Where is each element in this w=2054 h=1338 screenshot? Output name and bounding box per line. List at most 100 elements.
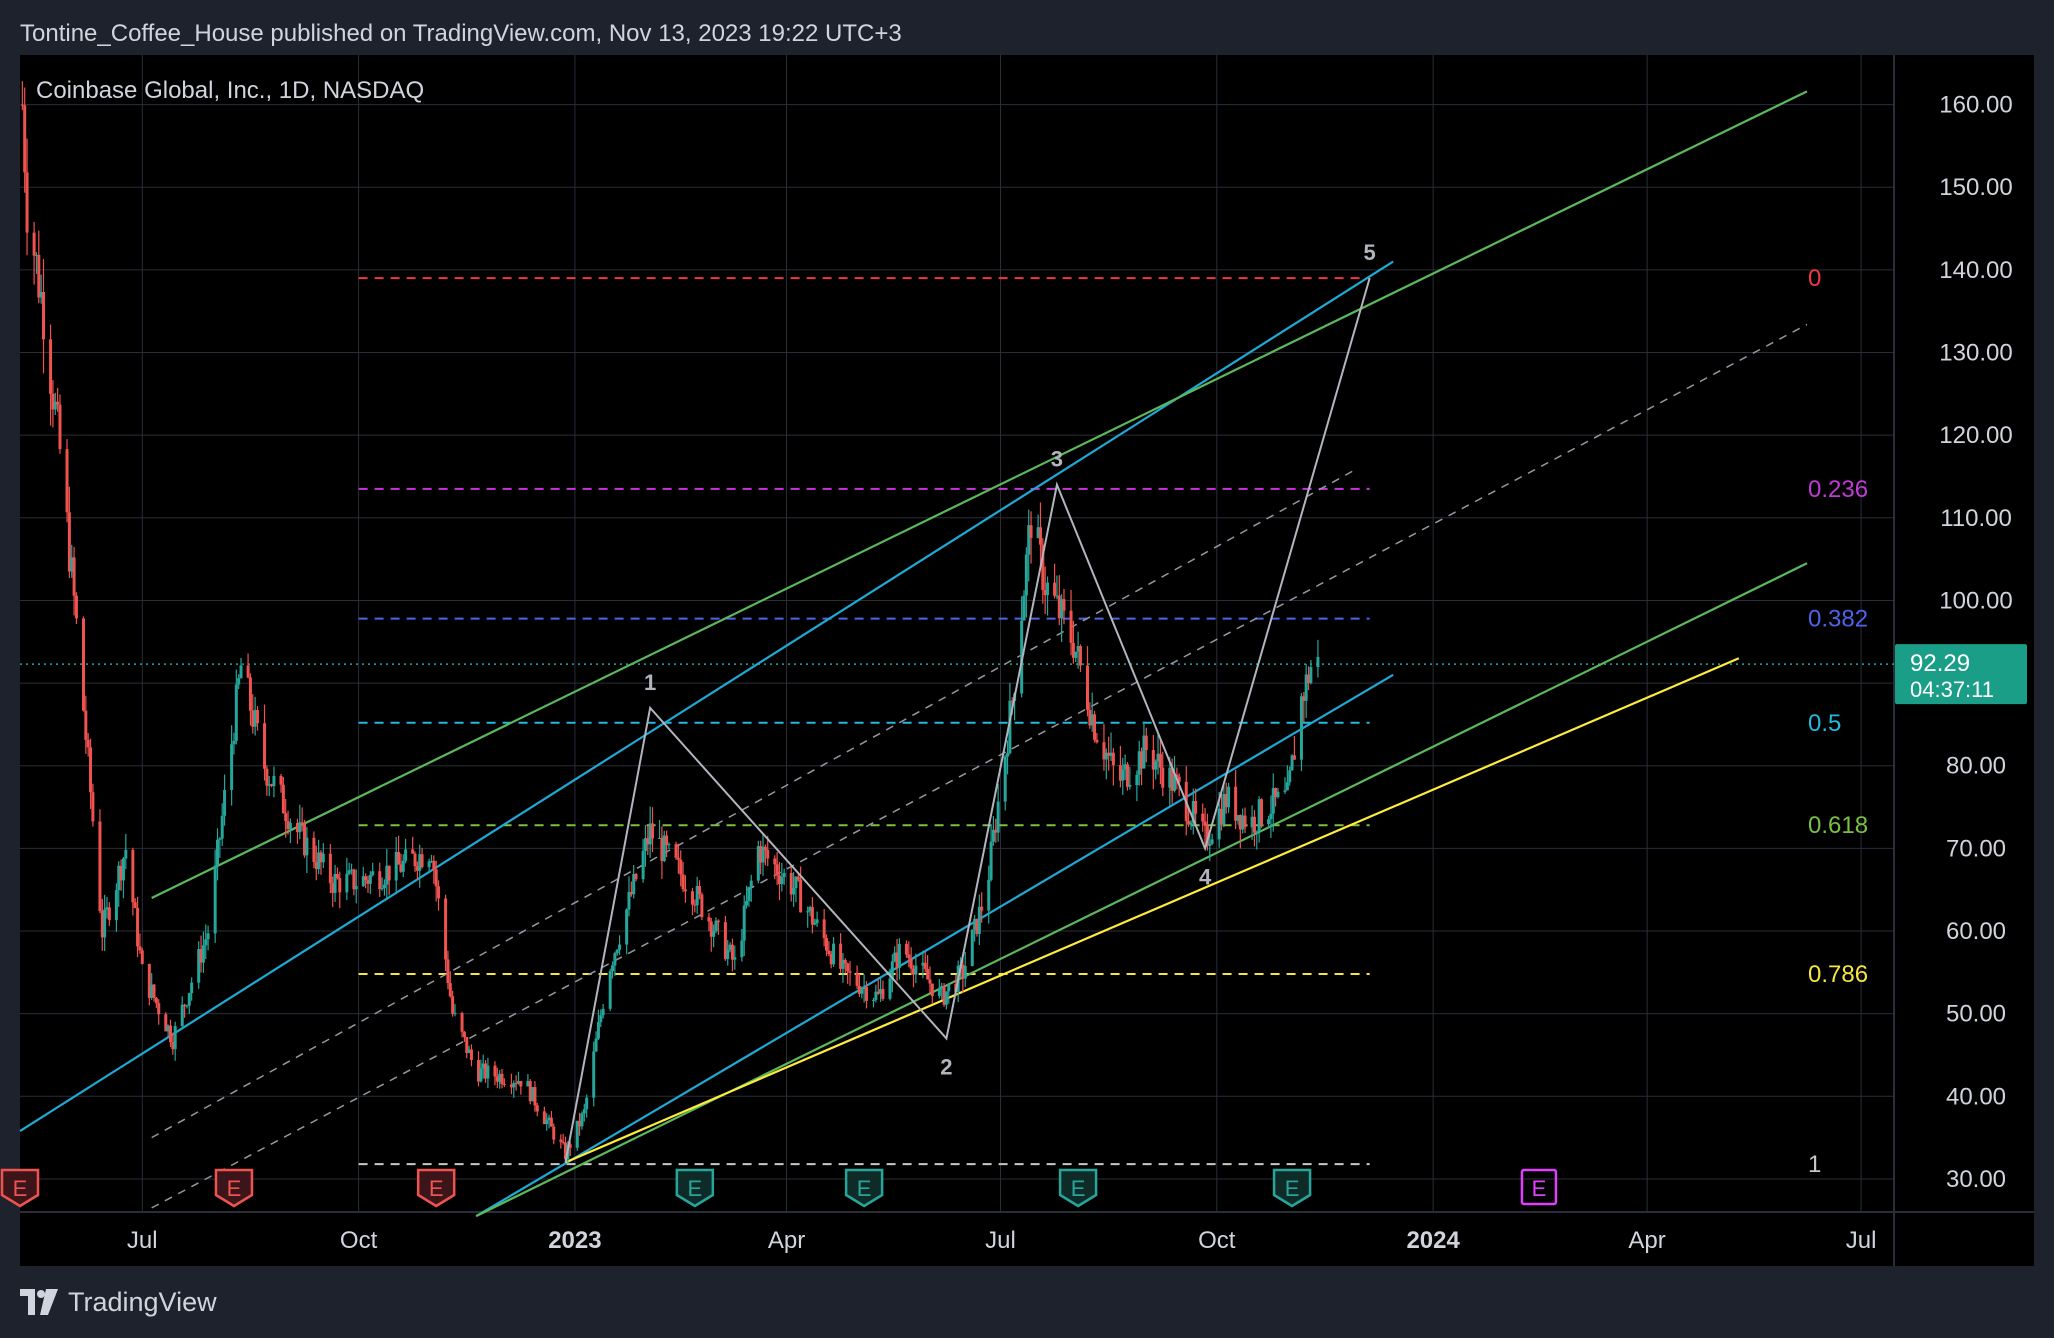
candlestick	[947, 983, 951, 1004]
time-axis-tick-label: Jul	[127, 1227, 158, 1254]
elliott-wave-path: 1 2 3 4 5	[564, 240, 1376, 1163]
candle-body	[89, 747, 93, 793]
earnings-marker[interactable]: E	[214, 1168, 254, 1208]
elliott-wave-label: 1	[644, 670, 656, 695]
candlestick	[1107, 736, 1111, 771]
candlestick	[843, 958, 847, 974]
candlestick	[479, 1059, 483, 1083]
candle-body	[855, 972, 859, 986]
trend-lines	[19, 90, 1894, 1218]
candlestick	[1241, 808, 1245, 834]
candle-body	[679, 859, 683, 875]
fib-level-label: 0.5	[1808, 710, 1841, 737]
candle-body	[56, 401, 60, 405]
candle-body	[91, 792, 95, 822]
price-axis-tick-label: 140.00	[1939, 257, 2012, 284]
candle-body	[253, 710, 257, 727]
candlestick	[1006, 740, 1010, 775]
earnings-marker[interactable]: E	[1520, 1168, 1558, 1206]
candlestick	[989, 824, 993, 882]
earnings-marker[interactable]: E	[416, 1168, 456, 1208]
candle-body	[216, 839, 220, 866]
candle-body	[1085, 665, 1089, 710]
candlestick	[632, 865, 636, 899]
candlestick	[37, 230, 41, 304]
candle-body	[940, 985, 944, 988]
candle-body	[1187, 820, 1191, 825]
candlestick	[140, 947, 144, 965]
earnings-marker[interactable]: E	[1272, 1168, 1312, 1208]
candlestick	[117, 861, 121, 907]
candle-body	[745, 901, 749, 906]
candlestick	[509, 1073, 513, 1095]
candle-body	[453, 1013, 457, 1015]
footer-brand-label: TradingView	[68, 1286, 217, 1317]
candlestick	[1071, 620, 1075, 664]
candle-body	[411, 849, 415, 854]
candlestick	[1060, 594, 1064, 642]
candle-body	[255, 710, 259, 724]
candlestick	[500, 1068, 504, 1089]
fib-level-label: 0.618	[1808, 812, 1868, 839]
candlestick	[627, 876, 631, 917]
candlestick	[782, 868, 786, 885]
candle-body	[251, 710, 255, 727]
candle-body	[42, 292, 46, 340]
candlestick	[1224, 782, 1228, 814]
candlestick	[846, 962, 850, 984]
candlestick	[994, 818, 998, 843]
candle-body	[1144, 735, 1148, 750]
candle-body	[810, 907, 814, 925]
footer-brand[interactable]: TradingView	[20, 1284, 217, 1320]
earnings-marker[interactable]: E	[675, 1168, 715, 1208]
candle-body	[136, 907, 140, 947]
candlestick	[895, 938, 899, 981]
candle-body	[427, 861, 431, 868]
candle-body	[1224, 794, 1228, 808]
time-axis-tick-label: Oct	[1198, 1227, 1236, 1254]
candlestick	[239, 657, 243, 679]
candle-body	[1203, 821, 1207, 826]
candlestick	[56, 387, 60, 412]
candle-body	[220, 815, 224, 839]
candlestick	[745, 885, 749, 909]
candle-body	[575, 1120, 579, 1148]
candlestick	[265, 765, 269, 796]
candle-body	[317, 852, 321, 870]
candlestick	[345, 857, 349, 901]
candlestick	[611, 961, 615, 979]
candle-body	[272, 775, 276, 787]
candlestick	[378, 862, 382, 898]
candle-body	[420, 854, 424, 868]
time-axis-tick-label: Jul	[985, 1227, 1016, 1254]
candle-body	[733, 957, 737, 960]
candle-body	[777, 875, 781, 885]
candle-body	[1104, 752, 1108, 760]
candlestick	[434, 860, 438, 902]
candle-body	[923, 962, 927, 969]
candle-body	[72, 557, 76, 596]
candlestick	[1290, 754, 1294, 771]
candlestick	[726, 939, 730, 966]
candlestick	[305, 826, 309, 874]
candle-body	[345, 873, 349, 893]
earnings-marker[interactable]: E	[844, 1168, 884, 1208]
candlestick	[124, 833, 128, 870]
candle-body	[437, 886, 441, 899]
candlestick	[864, 981, 868, 1009]
earnings-marker[interactable]: E	[1058, 1168, 1098, 1208]
candlestick	[237, 674, 241, 690]
candlestick	[561, 1133, 565, 1145]
earnings-icon	[1058, 1168, 1098, 1208]
candlestick	[411, 836, 415, 854]
candle-body	[1095, 739, 1099, 743]
candlestick	[34, 252, 38, 274]
earnings-icon	[0, 1168, 40, 1208]
candlestick	[1038, 502, 1042, 566]
earnings-marker[interactable]: E	[0, 1168, 40, 1208]
candle-body	[728, 944, 732, 950]
candle-body	[305, 837, 309, 856]
candlestick	[519, 1080, 523, 1095]
